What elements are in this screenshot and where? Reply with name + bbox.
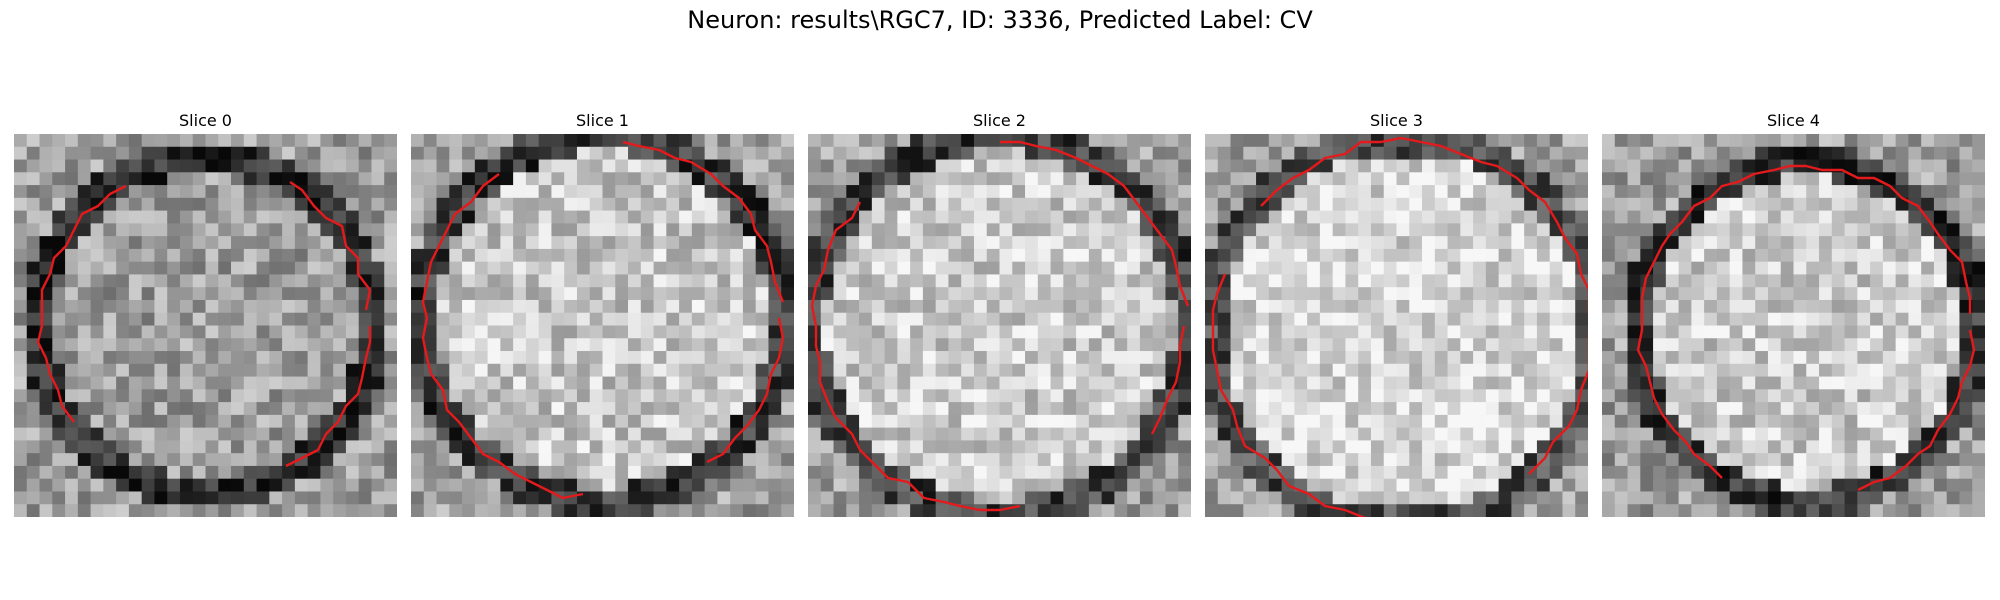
- slice-panel-4: Slice 4: [1602, 108, 1985, 517]
- cell-contour-line: [289, 181, 372, 311]
- cell-contour-line: [706, 317, 785, 464]
- slice-image-1: [411, 134, 794, 517]
- slice-panel-2: Slice 2: [808, 108, 1191, 517]
- cell-contour-line: [1211, 273, 1366, 517]
- figure-title: Neuron: results\RGC7, ID: 3336, Predicte…: [687, 6, 1313, 34]
- slice-image-3: [1205, 134, 1588, 517]
- cell-contour-line: [1000, 140, 1190, 307]
- slice-title-2: Slice 2: [973, 111, 1026, 130]
- cell-contour-line: [1150, 325, 1186, 435]
- cell-contour-line: [1260, 136, 1588, 314]
- cell-contour-line: [1528, 330, 1588, 475]
- cell-contour-line: [810, 201, 1021, 512]
- slice-title-4: Slice 4: [1767, 111, 1820, 130]
- cell-contour-line: [1857, 329, 1976, 492]
- cell-contour-line: [1636, 164, 1972, 479]
- slice-panel-3: Slice 3: [1205, 108, 1588, 517]
- slice-title-1: Slice 1: [576, 111, 629, 130]
- slice-title-3: Slice 3: [1370, 111, 1423, 130]
- slice-image-2: [808, 134, 1191, 517]
- slice-panel-0: Slice 0: [14, 108, 397, 517]
- cell-contour-line: [421, 173, 584, 500]
- slice-title-0: Slice 0: [179, 111, 232, 130]
- cell-contour-line: [36, 184, 127, 423]
- slice-image-4: [1602, 134, 1985, 517]
- cell-contour-line: [285, 326, 372, 468]
- cell-contour-line: [622, 140, 785, 303]
- slice-panel-1: Slice 1: [411, 108, 794, 517]
- slice-image-0: [14, 134, 397, 517]
